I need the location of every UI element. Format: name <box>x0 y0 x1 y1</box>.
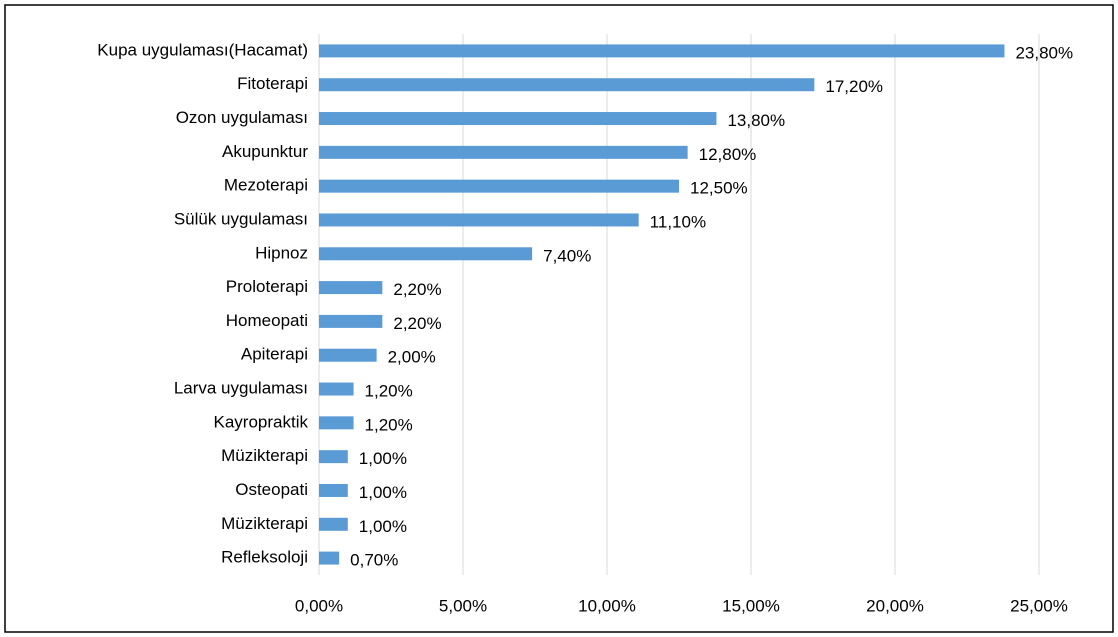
data-label: 23,80% <box>1015 43 1073 62</box>
y-tick-label: Homeopati <box>226 311 308 330</box>
bar <box>319 281 383 295</box>
bar <box>319 314 383 328</box>
y-tick-label: Müzikterapi <box>221 446 308 465</box>
data-label: 1,00% <box>359 517 407 536</box>
y-tick-label: Kupa uygulaması(Hacamat) <box>97 40 308 59</box>
data-label: 1,20% <box>365 415 413 434</box>
bar <box>319 382 354 396</box>
y-tick-label: Müzikterapi <box>221 514 308 533</box>
data-label: 1,00% <box>359 449 407 468</box>
data-label: 1,20% <box>365 382 413 401</box>
bar <box>319 517 348 531</box>
bar <box>319 179 679 193</box>
data-label: 12,50% <box>690 179 748 198</box>
y-tick-label: Apiterapi <box>241 345 308 364</box>
x-tick-label: 5,00% <box>439 596 487 615</box>
x-tick-label: 0,00% <box>295 596 343 615</box>
bar <box>319 44 1005 58</box>
x-tick-label: 20,00% <box>866 596 924 615</box>
bar <box>319 483 348 497</box>
x-tick-label: 10,00% <box>578 596 636 615</box>
data-label: 2,20% <box>393 314 441 333</box>
y-tick-label: Larva uygulaması <box>174 379 308 398</box>
bar <box>319 416 354 430</box>
bar <box>319 551 340 565</box>
data-label: 0,70% <box>350 551 398 570</box>
data-label: 12,80% <box>699 145 757 164</box>
bar <box>319 78 815 92</box>
data-label: 2,20% <box>393 280 441 299</box>
chart-border <box>4 4 1114 633</box>
y-tick-label: Akupunktur <box>222 142 308 161</box>
y-tick-label: Ozon uygulaması <box>176 108 308 127</box>
bar <box>319 348 377 362</box>
data-label: 17,20% <box>825 77 883 96</box>
y-tick-label: Kayropraktik <box>214 412 309 431</box>
x-tick-label: 25,00% <box>1010 596 1068 615</box>
bar <box>319 247 533 261</box>
data-label: 7,40% <box>543 246 591 265</box>
bar <box>319 145 688 159</box>
y-tick-label: Proloterapi <box>226 277 308 296</box>
y-tick-label: Osteopati <box>235 480 308 499</box>
bar <box>319 450 348 464</box>
y-tick-label: Hipnoz <box>255 243 308 262</box>
data-label: 1,00% <box>359 483 407 502</box>
x-tick-label: 15,00% <box>722 596 780 615</box>
data-label: 2,00% <box>388 348 436 367</box>
y-tick-label: Fitoterapi <box>237 74 308 93</box>
y-tick-label: Refleksoloji <box>221 548 308 567</box>
y-tick-label: Mezoterapi <box>224 176 308 195</box>
bar <box>319 213 639 227</box>
y-tick-label: Sülük uygulaması <box>174 209 308 228</box>
data-label: 13,80% <box>727 111 785 130</box>
bar <box>319 112 717 126</box>
data-label: 11,10% <box>650 212 706 231</box>
